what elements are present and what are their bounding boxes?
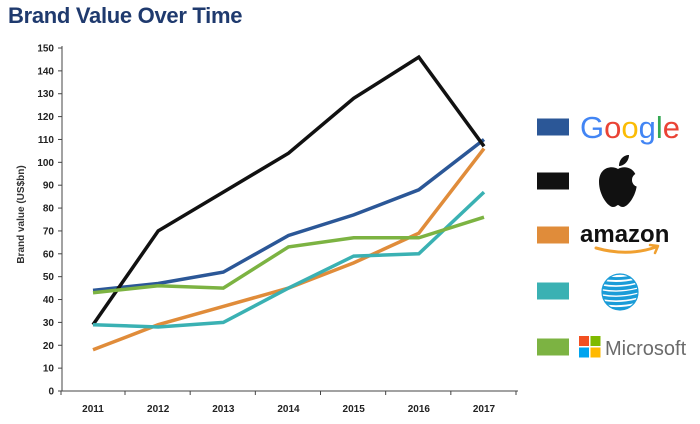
- legend-label-google: Google: [580, 110, 680, 145]
- series-line-apple: [91, 54, 486, 326]
- y-tick-label: 100: [37, 158, 54, 169]
- x-tick-label: 2017: [473, 404, 496, 415]
- legend-swatch-apple: [537, 172, 569, 190]
- series-line-microsoft: [92, 215, 485, 295]
- amazon-arrow-icon: [648, 243, 660, 255]
- y-tick-label: 130: [37, 89, 54, 100]
- legend-label-amazon: amazon: [580, 221, 669, 248]
- y-tick-label: 70: [43, 226, 55, 237]
- legend-swatch-att: [537, 282, 569, 300]
- y-tick-label: 30: [43, 318, 55, 329]
- chart-axes: 0 10 20 30 40 50 60 70 80 90 100 110 120 130 140 150 201…: [16, 44, 518, 415]
- amazon-smile-icon: [594, 245, 658, 254]
- y-tick-label: 90: [43, 181, 55, 192]
- y-tick-label: 150: [37, 44, 54, 55]
- y-tick-label: 140: [37, 66, 54, 77]
- apple-logo-icon: [599, 155, 646, 207]
- legend-label-microsoft: Microsoft: [605, 338, 687, 360]
- x-tick-label: 2012: [147, 404, 170, 415]
- legend-swatch-amazon: [537, 226, 569, 244]
- y-axis-label: Brand value (US$bn): [16, 165, 27, 263]
- y-tick-label: 60: [43, 249, 55, 260]
- att-globe-icon: [601, 273, 639, 311]
- y-tick-label: 10: [43, 364, 55, 375]
- legend-swatch-google: [537, 118, 569, 136]
- y-tick-label: 20: [43, 341, 55, 352]
- y-tick-label: 40: [43, 295, 55, 306]
- series-line-att: [92, 190, 486, 329]
- x-tick-label: 2016: [408, 404, 431, 415]
- series-line-google: [92, 138, 486, 293]
- x-tick-label: 2014: [277, 404, 300, 415]
- chart-legend: Google amazon Microsoft: [537, 110, 687, 360]
- chart-lines: [91, 54, 486, 352]
- x-tick-label: 2011: [82, 404, 104, 415]
- y-tick-label: 50: [43, 272, 55, 283]
- y-tick-label: 120: [37, 112, 54, 123]
- y-tick-label: 80: [43, 204, 55, 215]
- x-tick-label: 2015: [343, 404, 366, 415]
- y-tick-label: 110: [38, 135, 55, 146]
- chart-title: Brand Value Over Time: [8, 3, 243, 28]
- microsoft-logo-icon: [579, 336, 601, 358]
- y-tick-label: 0: [48, 387, 54, 398]
- legend-swatch-microsoft: [537, 338, 569, 356]
- x-tick-label: 2013: [212, 404, 235, 415]
